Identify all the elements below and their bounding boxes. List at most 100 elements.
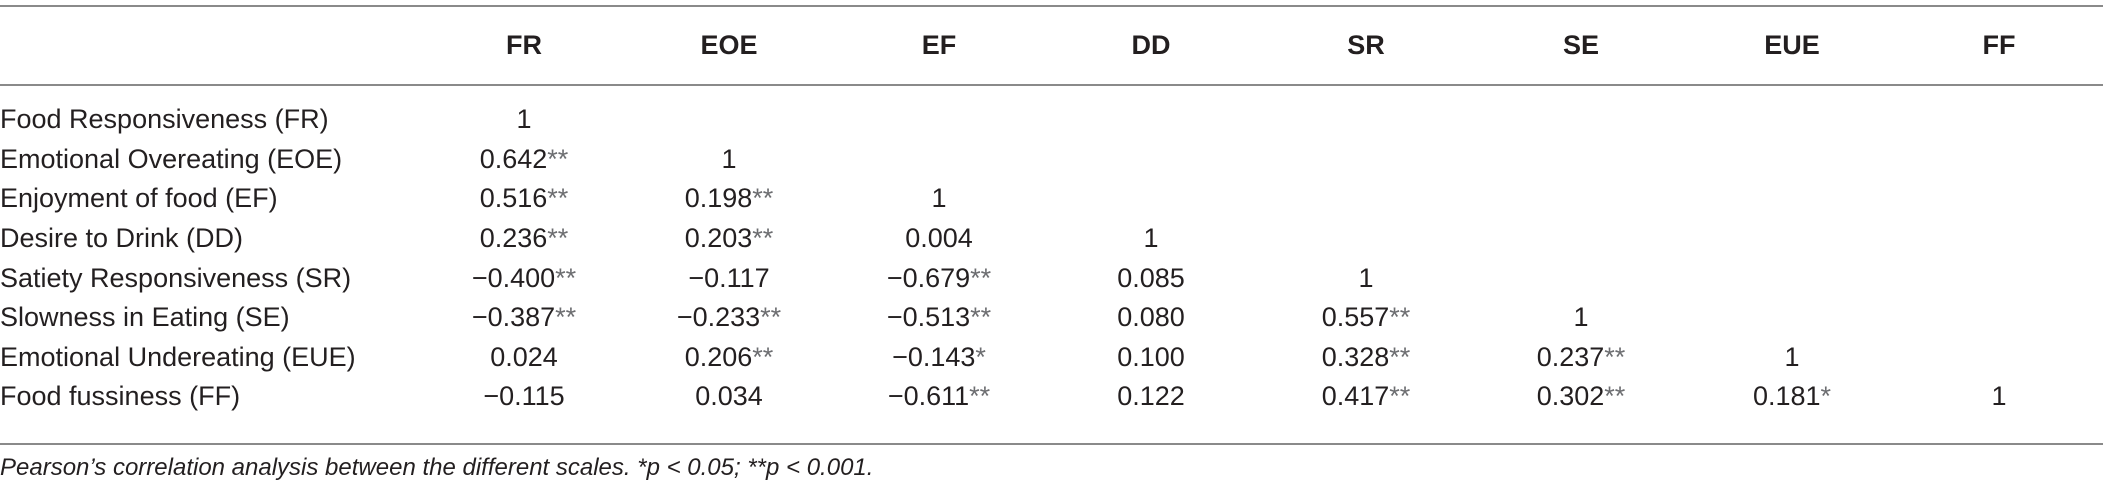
- table-cell: [1473, 219, 1689, 259]
- significance-marker: **: [547, 223, 569, 254]
- table-row: Food Responsiveness (FR) 1: [0, 84, 2103, 140]
- significance-marker: *: [1820, 381, 1832, 412]
- table-row: Food fussiness (FF) −0.115 0.034 −0.611** 0.…: [0, 377, 2103, 417]
- significance-marker: *: [975, 341, 986, 372]
- table-cell: 0.034: [623, 377, 835, 417]
- table-cell: [1895, 338, 2103, 378]
- table-cell: 0.181*: [1689, 377, 1895, 417]
- table-header-row: FR EOE EF DD SR SE EUE FF: [0, 7, 2103, 84]
- column-header-eoe: EOE: [700, 30, 758, 60]
- correlation-value: 1: [721, 144, 736, 175]
- correlation-value: 0.328**: [1322, 342, 1411, 373]
- table-footnote: Pearson’s correlation analysis between t…: [0, 454, 874, 481]
- coefficient: −0.143: [892, 341, 976, 372]
- table-cell: [1473, 140, 1689, 180]
- significance-marker: **: [1389, 381, 1411, 412]
- coefficient: 0.206: [684, 341, 753, 372]
- table-cell: [1895, 219, 2103, 259]
- column-header-eue: EUE: [1764, 30, 1820, 60]
- correlation-value: 1: [1358, 263, 1373, 294]
- correlation-value: −0.400**: [472, 263, 576, 294]
- significance-marker: **: [547, 143, 569, 174]
- coefficient: −0.679: [886, 262, 971, 293]
- coefficient: −0.117: [688, 262, 770, 293]
- correlation-value: 0.198**: [685, 183, 774, 214]
- table-cell: 0.642**: [425, 140, 623, 180]
- coefficient: 1: [1991, 381, 2007, 412]
- coefficient: −0.387: [471, 302, 556, 333]
- table-cell: 1: [1689, 338, 1895, 378]
- row-label: Satiety Responsiveness (SR): [0, 262, 352, 293]
- table-cell: 0.236**: [425, 219, 623, 259]
- column-header-dd: DD: [1131, 30, 1171, 60]
- table-cell: 0.557**: [1259, 298, 1473, 338]
- significance-marker: **: [1389, 341, 1411, 372]
- coefficient: 0.237: [1536, 341, 1605, 372]
- correlation-value: 0.024: [490, 342, 558, 373]
- significance-marker: **: [1604, 381, 1626, 412]
- correlation-value: −0.679**: [887, 263, 991, 294]
- table-cell: [1473, 258, 1689, 298]
- table-row: Satiety Responsiveness (SR) −0.400** −0.11…: [0, 258, 2103, 298]
- correlation-value: 0.236**: [480, 223, 569, 254]
- coefficient: 0.024: [490, 341, 558, 372]
- table-cell: −0.115: [425, 377, 623, 417]
- table-cell: 1: [835, 179, 1043, 219]
- table-cell: −0.679**: [835, 258, 1043, 298]
- correlation-value: 0.516**: [480, 183, 569, 214]
- table-cell: 0.206**: [623, 338, 835, 378]
- correlation-value: 1: [1573, 302, 1588, 333]
- table-cell: 0.203**: [623, 219, 835, 259]
- correlation-value: 0.034: [695, 381, 763, 412]
- table-cell: 0.328**: [1259, 338, 1473, 378]
- row-label: Food Responsiveness (FR): [0, 104, 329, 135]
- table-cell: [1043, 140, 1259, 180]
- table-cell: [1689, 140, 1895, 180]
- table-cell: 0.302**: [1473, 377, 1689, 417]
- coefficient: 0.302: [1536, 381, 1605, 412]
- table-row: Enjoyment of food (EF) 0.516** 0.198** 1: [0, 179, 2103, 219]
- table-cell: [1259, 84, 1473, 140]
- table-cell: [1043, 84, 1259, 140]
- correlation-value: −0.233**: [677, 302, 781, 333]
- coefficient: −0.400: [471, 262, 556, 293]
- coefficient: 0.181: [1752, 381, 1821, 412]
- coefficient: 0.516: [479, 183, 548, 214]
- table-cell: [1259, 179, 1473, 219]
- correlation-value: −0.115: [483, 381, 564, 412]
- table-cell: [1895, 140, 2103, 180]
- table-cell: [1895, 298, 2103, 338]
- table-cell: 0.024: [425, 338, 623, 378]
- table-cell: −0.117: [623, 258, 835, 298]
- correlation-value: 1: [1143, 223, 1158, 254]
- table-cell: [1895, 258, 2103, 298]
- coefficient: 0.034: [695, 381, 763, 412]
- correlation-value: 0.417**: [1322, 381, 1411, 412]
- table-cell: 0.198**: [623, 179, 835, 219]
- table-row: Desire to Drink (DD) 0.236** 0.203** 0.004 1: [0, 219, 2103, 259]
- row-label: Emotional Undereating (EUE): [0, 341, 356, 372]
- table-cell: 0.004: [835, 219, 1043, 259]
- table-cell: 1: [623, 140, 835, 180]
- table-cell: [1473, 84, 1689, 140]
- correlation-value: 1: [1784, 342, 1799, 373]
- correlation-value: −0.143*: [892, 342, 986, 373]
- table-cell: 0.417**: [1259, 377, 1473, 417]
- table-cell: 1: [425, 84, 623, 140]
- coefficient: 1: [1573, 302, 1589, 333]
- correlation-value: 0.642**: [480, 144, 569, 175]
- significance-marker: **: [969, 381, 991, 412]
- table-top-rule: [0, 5, 2103, 7]
- row-label: Enjoyment of food (EF): [0, 183, 278, 214]
- correlation-value: 0.203**: [685, 223, 774, 254]
- column-header-ef: EF: [921, 30, 957, 60]
- table-cell: −0.143*: [835, 338, 1043, 378]
- correlation-value: 0.080: [1117, 302, 1185, 333]
- correlation-value: 0.302**: [1537, 381, 1626, 412]
- column-header-fr: FR: [506, 30, 542, 60]
- correlation-value: 0.181*: [1753, 381, 1831, 412]
- correlation-value: −0.117: [688, 263, 769, 294]
- coefficient: 1: [1784, 341, 1800, 372]
- row-label: Emotional Overeating (EOE): [0, 143, 343, 174]
- significance-marker: **: [970, 262, 992, 293]
